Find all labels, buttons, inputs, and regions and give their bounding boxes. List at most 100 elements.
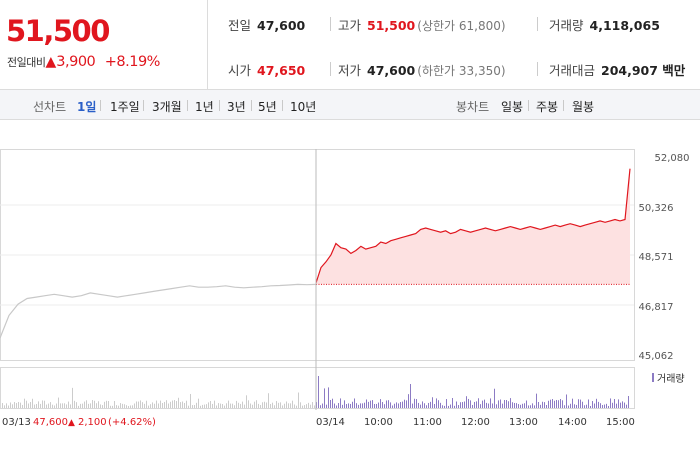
volume-bar [122, 403, 123, 408]
volume-bar [356, 403, 357, 408]
tab-daily-candle[interactable]: 일봉 [501, 100, 524, 114]
low-value: 47,600 [367, 63, 416, 78]
volume-bar [222, 404, 223, 408]
tab-monthly-candle[interactable]: 월봉 [572, 100, 595, 114]
volume-bar [294, 404, 295, 408]
volume-bar [184, 402, 185, 408]
volume-bar [354, 398, 355, 408]
tab-divider [219, 100, 220, 111]
volume-bar [598, 401, 599, 408]
volume-bar [258, 403, 259, 408]
volume-bar [228, 400, 229, 408]
volume-bar [86, 400, 87, 408]
volume-bar [522, 403, 523, 408]
volume-label: 거래량 [549, 18, 584, 33]
volume-bar [380, 399, 381, 408]
tab-1day[interactable]: 1일 [77, 100, 97, 114]
volume-bar [256, 400, 257, 408]
volume-bar [420, 404, 421, 408]
volume-bar [170, 401, 171, 408]
volume-bar [552, 399, 553, 408]
open-price: 시가 47,650 [228, 60, 305, 79]
volume-bar [424, 403, 425, 408]
volume-bar [234, 405, 235, 408]
volume-bar [108, 401, 109, 408]
volume-bar [494, 388, 495, 408]
tab-1year[interactable]: 1년 [195, 100, 214, 114]
tab-divider [528, 100, 529, 111]
volume-bar [378, 402, 379, 408]
volume-bar [408, 394, 409, 408]
volume-bar [432, 397, 433, 408]
volume-bar [436, 398, 437, 408]
volume-bar [80, 403, 81, 408]
volume-bar [524, 403, 525, 408]
prev-close-value: 47,600 [257, 18, 306, 33]
volume-bar [502, 403, 503, 408]
volume-bar [426, 405, 427, 408]
volume-bar [510, 398, 511, 408]
volume-bar [192, 405, 193, 408]
volume-bar [248, 400, 249, 408]
volume-bar [162, 403, 163, 408]
volume-bar [342, 404, 343, 408]
volume-bar [212, 403, 213, 408]
volume-bar [460, 402, 461, 408]
volume-bar [514, 402, 515, 408]
volume-bar [30, 401, 31, 408]
volume-bar [592, 401, 593, 408]
volume-bar [312, 402, 313, 408]
volume-bar [402, 401, 403, 408]
volume-bar [56, 403, 57, 408]
volume-bar [68, 401, 69, 408]
volume-bar [160, 400, 161, 408]
volume-bar [504, 399, 505, 408]
volume-bar [262, 402, 263, 408]
volume-bar [276, 401, 277, 408]
tab-5years[interactable]: 5년 [258, 100, 277, 114]
volume-bar [40, 403, 41, 408]
current-price: 51,500 [6, 14, 110, 48]
volume-bar [236, 400, 237, 408]
volume-bar [220, 403, 221, 408]
volume-bar [218, 403, 219, 408]
volume-bar [568, 405, 569, 408]
tab-1week[interactable]: 1주일 [110, 100, 140, 114]
volume-bar [610, 398, 611, 408]
volume-bar [360, 403, 361, 408]
volume-bar [608, 405, 609, 408]
volume-bar [434, 404, 435, 408]
volume-bar [492, 403, 493, 408]
volume-bar [448, 405, 449, 408]
volume-bar [390, 402, 391, 408]
tab-10years[interactable]: 10년 [290, 100, 317, 114]
volume-bar [78, 405, 79, 408]
volume-bar [374, 403, 375, 408]
volume-bar [578, 399, 579, 408]
volume-bar [478, 398, 479, 408]
volume-bar [346, 404, 347, 408]
volume-bar [392, 405, 393, 408]
volume-bar [508, 401, 509, 408]
tab-weekly-candle[interactable]: 주봉 [536, 100, 559, 114]
tab-divider [563, 100, 564, 111]
volume-bar [620, 402, 621, 408]
volume-bar [82, 403, 83, 408]
tab-3years[interactable]: 3년 [227, 100, 246, 114]
prev-day-up-arrow-icon: ▲ [68, 418, 75, 428]
volume-bar [588, 399, 589, 408]
volume-bar [34, 404, 35, 408]
volume-bar [264, 401, 265, 408]
volume-bar [416, 399, 417, 408]
volume-bar [428, 402, 429, 408]
volume-bar [326, 404, 327, 408]
volume-bar [46, 404, 47, 408]
lower-limit: (하한가 33,350) [417, 64, 506, 78]
upper-limit: (상한가 61,800) [417, 19, 506, 33]
volume-bar [560, 399, 561, 408]
volume-bar [304, 405, 305, 408]
tab-3months[interactable]: 3개월 [152, 100, 182, 114]
volume-bar [260, 405, 261, 408]
low-price: 저가 47,600 (하한가 33,350) [338, 60, 506, 79]
volume-bar [252, 404, 253, 408]
